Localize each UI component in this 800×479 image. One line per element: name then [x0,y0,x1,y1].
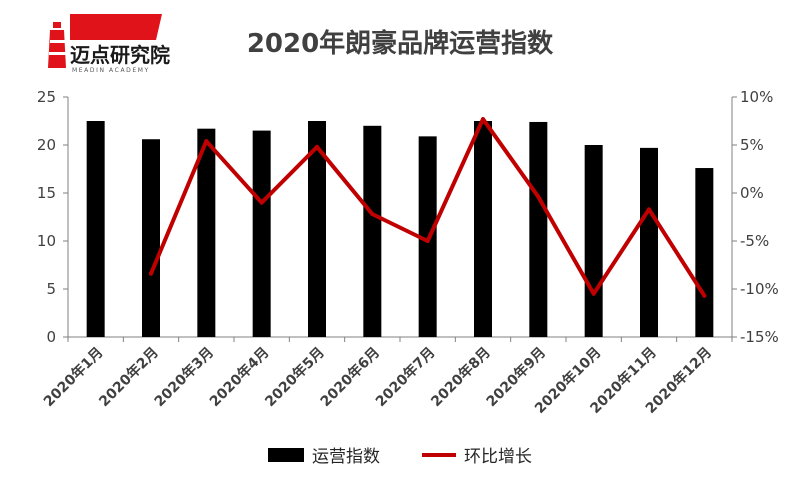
logo-subtitle: MEADIN ACADEMY [72,67,150,74]
logo-name: 迈点研究院 [70,43,170,67]
left-tick-label: 20 [37,136,56,154]
line-point [481,117,485,122]
left-tick-label: 5 [46,280,56,298]
left-tick-label: 0 [46,328,56,346]
line-point [315,144,319,149]
legend-swatch-bar [268,448,304,462]
bar [584,145,603,337]
bar [142,139,160,337]
right-tick-label: -15% [740,328,779,346]
bar [529,121,548,338]
bar [640,147,658,337]
logo-banner-shape [70,14,162,40]
line-point [591,291,596,296]
bar [474,121,492,337]
x-axis-ticks: 2020年1月2020年2月2020年3月2020年4月2020年5月2020年… [40,344,715,417]
bar [695,168,714,337]
line-point [425,239,430,243]
left-tick-label: 15 [37,184,56,202]
chart-title: 2020年朗豪品牌运营指数 [247,28,554,59]
right-tick-label: -5% [740,232,769,250]
legend-label-line: 环比增长 [464,447,532,467]
bar [197,128,216,337]
left-tick-label: 25 [37,88,56,106]
bar [86,121,105,337]
line-point [370,212,375,217]
line-point [536,194,541,199]
line-point [149,271,153,276]
right-tick-label: 5% [740,136,764,154]
bar-series [86,121,714,338]
line-point [702,293,707,298]
legend-label-bar: 运营指数 [312,447,380,467]
left-tick-label: 10 [37,232,56,250]
line-point [259,200,264,205]
lighthouse-icon [48,22,67,68]
line-point [204,139,209,144]
bar [308,121,326,337]
logo: 迈点研究院 MEADIN ACADEMY [48,14,170,74]
right-tick-label: 10% [740,88,773,106]
bar [252,130,271,337]
bar [363,125,382,337]
line-series [149,117,707,298]
right-tick-label: 0% [740,184,764,202]
axes: 0 5 10 15 20 25 -15% -10% -5% 0% 5% 10% [37,88,779,346]
legend: 运营指数 环比增长 [268,447,532,467]
right-tick-label: -10% [740,280,779,298]
line-point [647,207,651,212]
